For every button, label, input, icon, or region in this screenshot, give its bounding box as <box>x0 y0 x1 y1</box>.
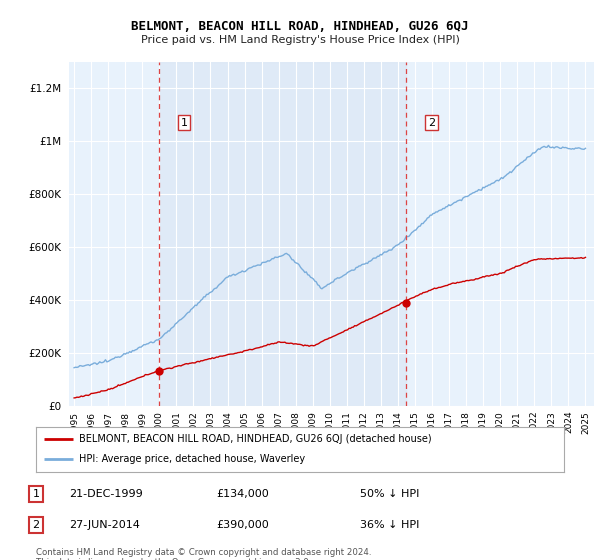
Text: BELMONT, BEACON HILL ROAD, HINDHEAD, GU26 6QJ (detached house): BELMONT, BEACON HILL ROAD, HINDHEAD, GU2… <box>79 434 432 444</box>
Bar <box>158 62 406 406</box>
Text: 1: 1 <box>181 118 188 128</box>
Text: Contains HM Land Registry data © Crown copyright and database right 2024.
This d: Contains HM Land Registry data © Crown c… <box>36 548 371 560</box>
Text: £390,000: £390,000 <box>216 520 269 530</box>
Text: 50% ↓ HPI: 50% ↓ HPI <box>360 489 419 499</box>
Text: Price paid vs. HM Land Registry's House Price Index (HPI): Price paid vs. HM Land Registry's House … <box>140 35 460 45</box>
Text: HPI: Average price, detached house, Waverley: HPI: Average price, detached house, Wave… <box>79 454 305 464</box>
Text: 27-JUN-2014: 27-JUN-2014 <box>69 520 140 530</box>
Text: 21-DEC-1999: 21-DEC-1999 <box>69 489 143 499</box>
Text: 36% ↓ HPI: 36% ↓ HPI <box>360 520 419 530</box>
Text: 2: 2 <box>428 118 435 128</box>
Text: BELMONT, BEACON HILL ROAD, HINDHEAD, GU26 6QJ: BELMONT, BEACON HILL ROAD, HINDHEAD, GU2… <box>131 20 469 34</box>
Text: £134,000: £134,000 <box>216 489 269 499</box>
Text: 1: 1 <box>32 489 40 499</box>
Text: 2: 2 <box>32 520 40 530</box>
